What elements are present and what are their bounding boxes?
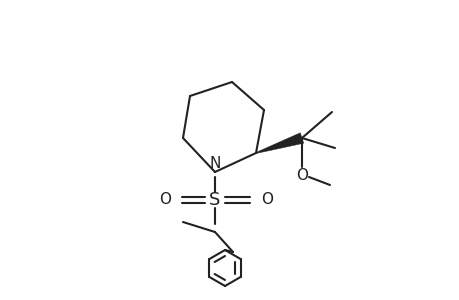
- Text: O: O: [159, 193, 171, 208]
- Text: O: O: [295, 167, 308, 182]
- Text: N: N: [209, 155, 220, 170]
- Text: O: O: [260, 193, 272, 208]
- Text: S: S: [209, 191, 220, 209]
- Polygon shape: [255, 133, 303, 154]
